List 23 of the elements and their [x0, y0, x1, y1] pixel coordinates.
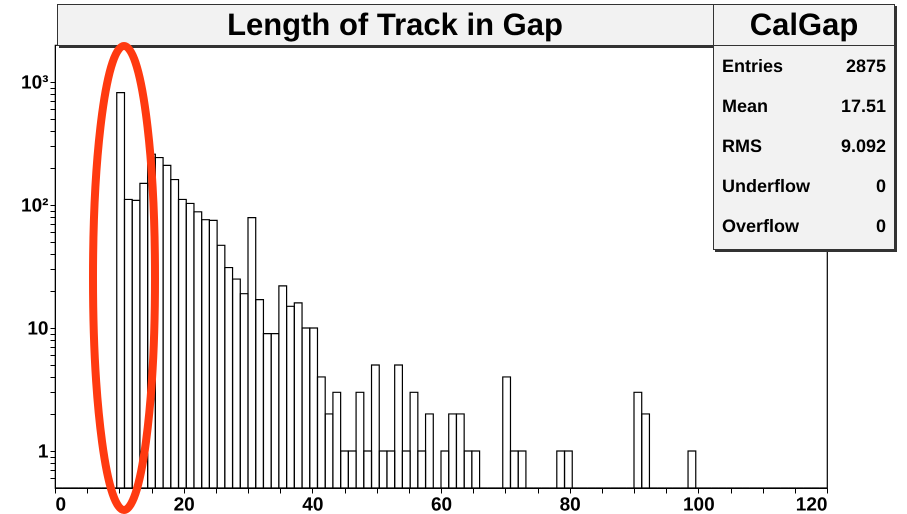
y-tick-label: 10 — [27, 318, 48, 340]
y-tick-label: 1 — [38, 441, 49, 462]
x-tick-label: 40 — [302, 494, 324, 514]
text: 0 — [876, 215, 886, 238]
annotation: Overflow — [722, 215, 800, 238]
text: CalGap — [714, 5, 894, 46]
annotation: RMS — [722, 135, 762, 158]
x-tick-label: 0 — [56, 494, 66, 514]
text: 2875 — [846, 55, 886, 78]
annotation: Mean — [722, 95, 768, 118]
x-tick-label: 120 — [796, 494, 828, 514]
text: 9.092 — [840, 135, 886, 158]
text: 0 — [876, 175, 886, 198]
chart-title: Length of Track in Gap — [57, 4, 733, 46]
annotation: Entries — [722, 55, 784, 78]
annotation: Underflow — [722, 175, 810, 198]
y-tick-label: 10³ — [21, 72, 48, 94]
x-tick-label: 60 — [430, 494, 452, 514]
y-tick-label: 10² — [21, 196, 48, 217]
x-tick-label: 100 — [682, 494, 715, 514]
x-tick-label: 80 — [560, 494, 581, 514]
x-tick-label: 20 — [174, 494, 195, 514]
text: 17.51 — [840, 95, 886, 118]
